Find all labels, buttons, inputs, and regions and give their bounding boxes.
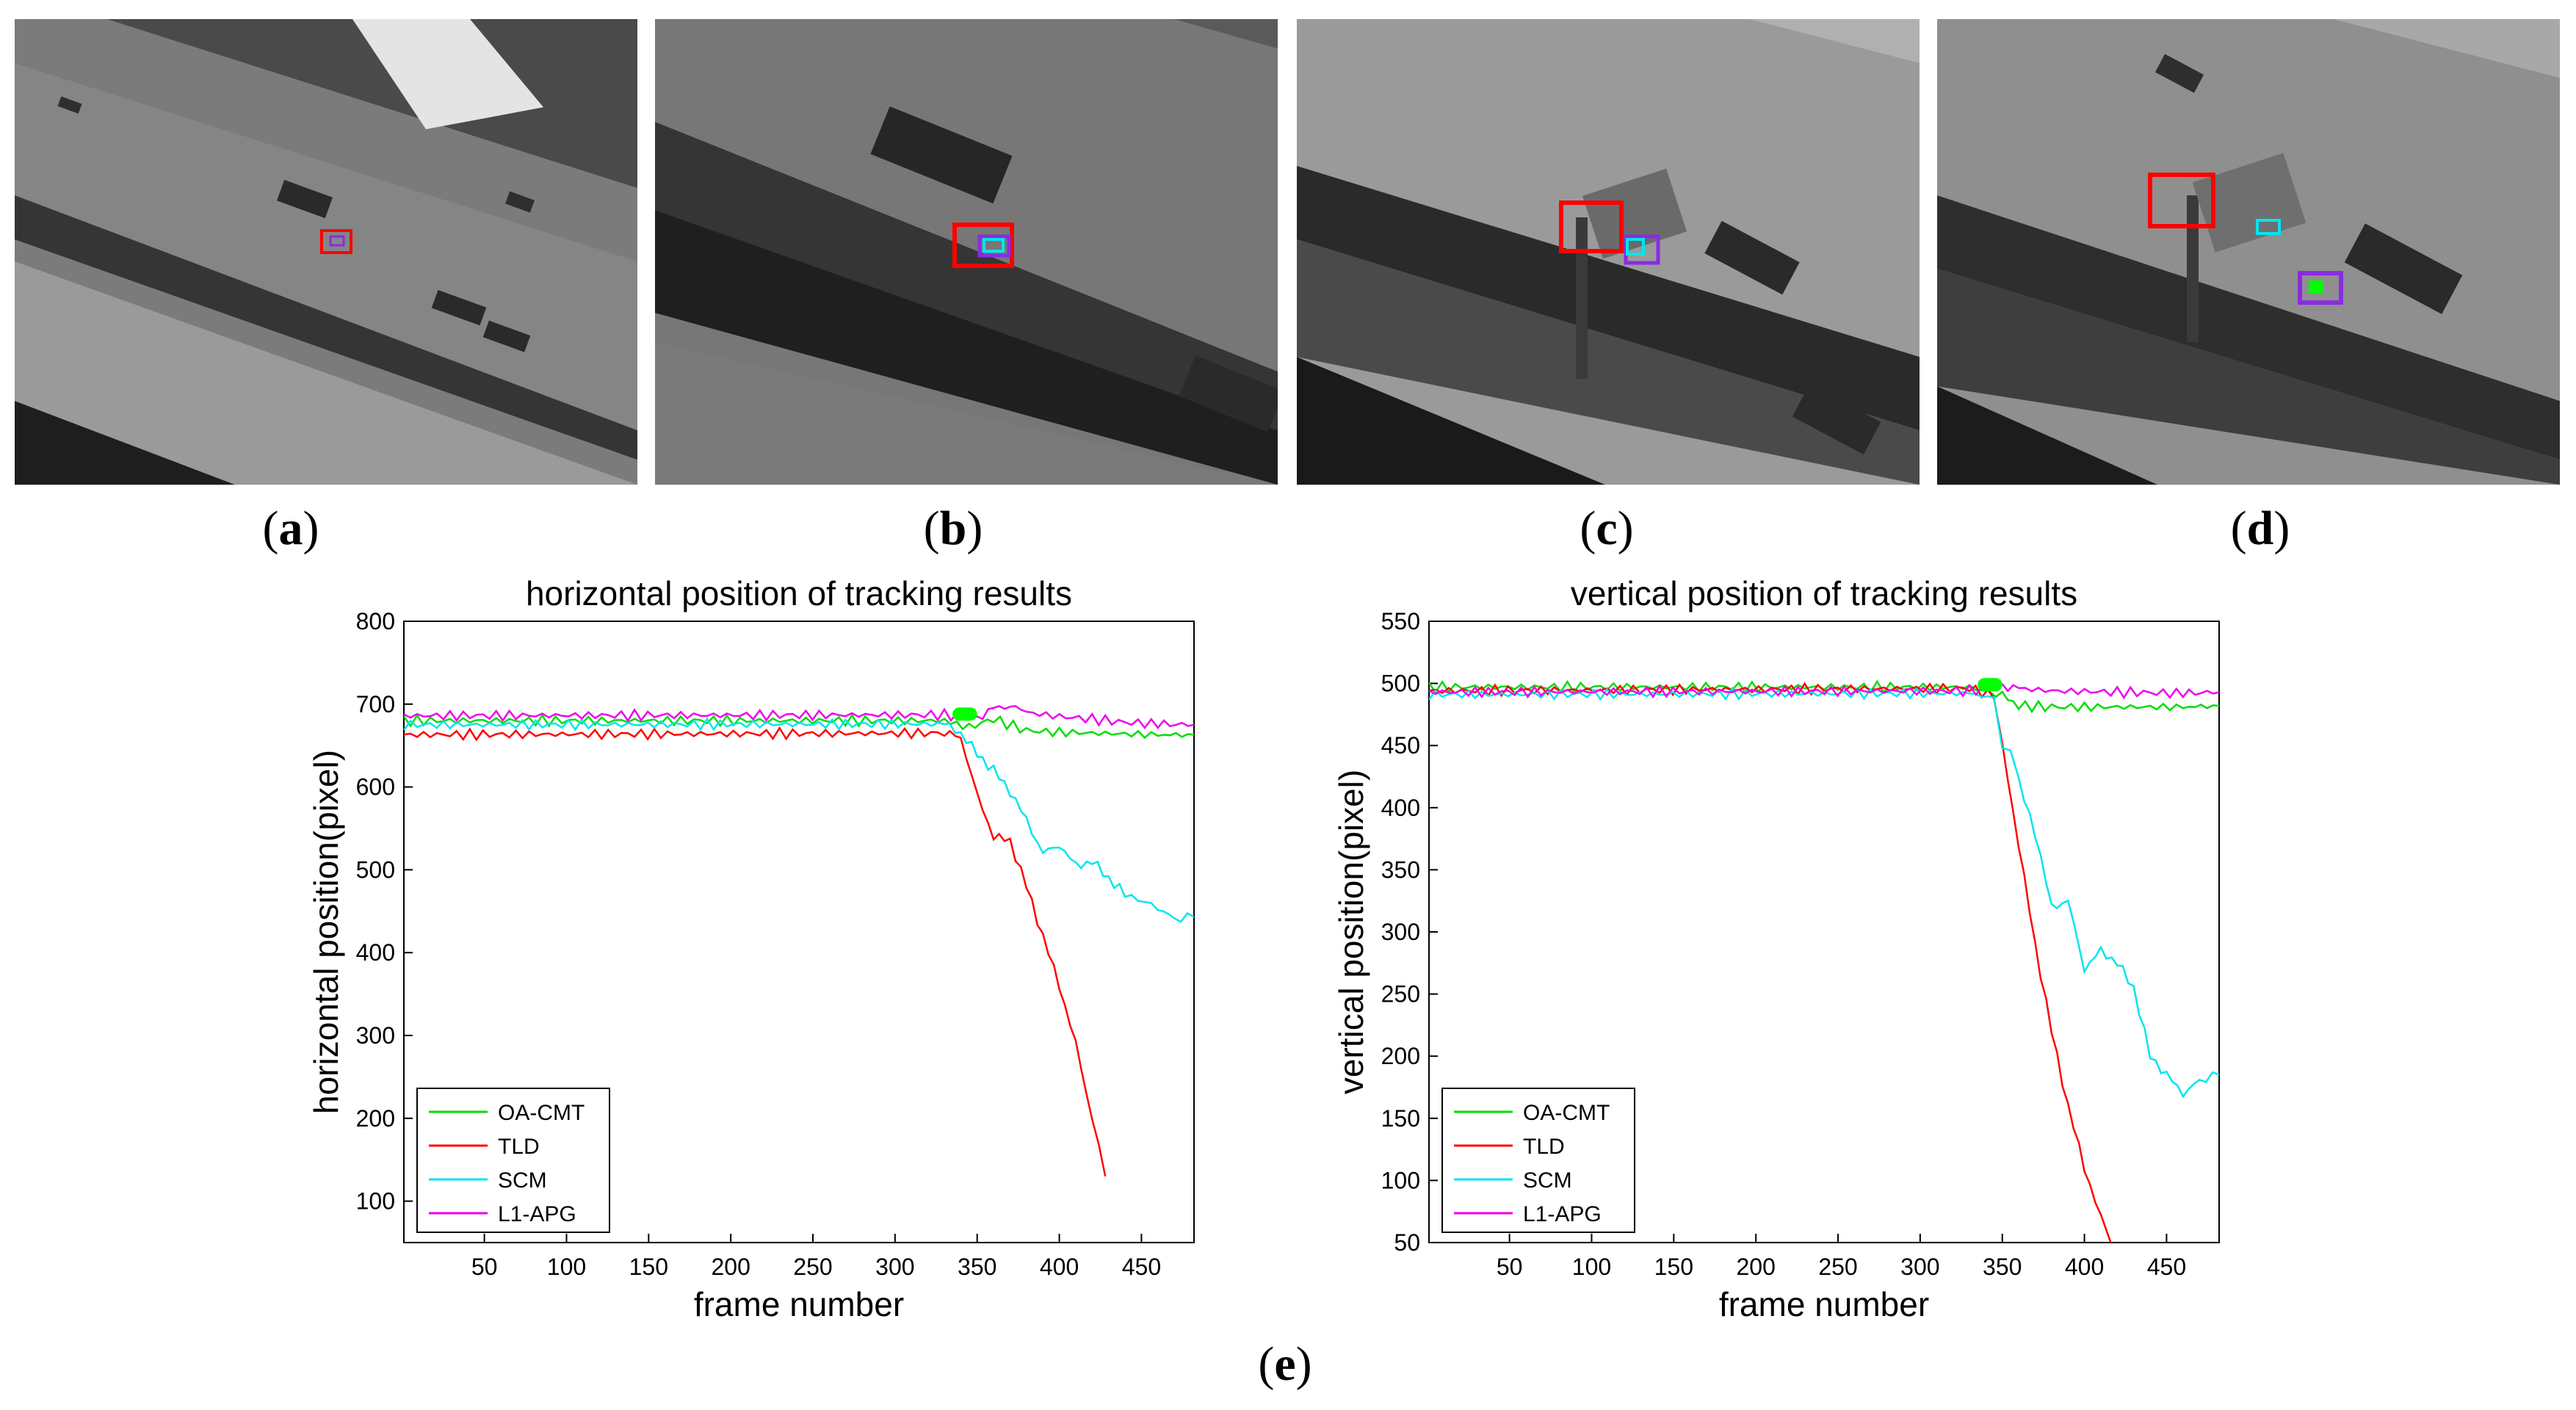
x-tick-label: 300 (1900, 1254, 1939, 1280)
series-line-l1-apg (1429, 683, 2219, 700)
x-tick-label: 50 (471, 1254, 498, 1280)
aerial-image-b (655, 19, 1278, 485)
x-tick-label: 150 (629, 1254, 668, 1280)
series-line-tld (404, 726, 1107, 1177)
x-tick-label: 450 (1122, 1254, 1161, 1280)
target-box-cyan (2256, 219, 2281, 235)
legend-label: OA-CMT (1523, 1101, 1610, 1125)
y-tick-label: 350 (1381, 856, 1420, 883)
x-tick-label: 450 (2147, 1254, 2186, 1280)
y-axis-label: horizontal position(pixel) (307, 750, 345, 1114)
x-tick-label: 350 (958, 1254, 996, 1280)
y-tick-label: 600 (356, 774, 395, 800)
aerial-image-c (1297, 19, 1920, 485)
y-tick-label: 150 (1381, 1105, 1420, 1132)
panel-label-c: (c) (1580, 502, 1634, 555)
y-tick-label: 200 (1381, 1043, 1420, 1069)
y-tick-label: 500 (356, 856, 395, 883)
occlusion-highlight (1978, 678, 2002, 692)
target-box-purple (977, 234, 1011, 258)
x-axis-label: frame number (1719, 1285, 1929, 1322)
y-tick-label: 700 (356, 691, 395, 717)
y-tick-label: 250 (1381, 981, 1420, 1008)
y-tick-label: 300 (1381, 919, 1420, 945)
x-tick-label: 400 (1040, 1254, 1079, 1280)
x-tick-label: 150 (1654, 1254, 1693, 1280)
series-line-oa-cmt (404, 713, 1194, 740)
occlusion-highlight (952, 707, 977, 721)
target-box-purple (2298, 271, 2343, 305)
target-box-purple (329, 235, 345, 247)
chart-title: vertical position of tracking results (1571, 574, 2077, 612)
aerial-image-a (15, 19, 637, 485)
legend-label: L1-APG (1523, 1202, 1602, 1226)
legend-label: SCM (498, 1168, 547, 1193)
chart-title: horizontal position of tracking results (526, 574, 1072, 612)
panel-label-b: (b) (923, 502, 983, 555)
chart-vertical-position: vertical position of tracking results 50 1… (1332, 574, 2220, 1322)
series-line-scm (404, 717, 1194, 923)
target-box-red (952, 223, 1014, 268)
y-tick-label: 500 (1381, 670, 1420, 697)
panel-label-e: (e) (1258, 1337, 1312, 1391)
legend-label: OA-CMT (498, 1101, 585, 1125)
legend-label: TLD (498, 1135, 540, 1159)
x-tick-label: 100 (547, 1254, 586, 1280)
panel-label-d: (d) (2230, 502, 2290, 555)
y-tick-label: 400 (356, 939, 395, 966)
y-axis-label: vertical position(pixel) (1332, 770, 1370, 1094)
series-line-l1-apg (404, 705, 1194, 730)
y-tick-label: 100 (1381, 1167, 1420, 1193)
x-tick-label: 300 (875, 1254, 914, 1280)
x-tick-label: 200 (1736, 1254, 1775, 1280)
x-tick-label: 250 (793, 1254, 832, 1280)
y-tick-label: 800 (356, 608, 395, 634)
target-box-green (2309, 281, 2323, 294)
target-box-red (320, 229, 352, 254)
target-box-cyan (1626, 238, 1645, 256)
y-tick-label: 50 (1394, 1229, 1420, 1256)
target-box-cyan (983, 238, 1005, 253)
aerial-image-d (1937, 19, 2560, 485)
legend-label: L1-APG (498, 1202, 576, 1226)
x-tick-label: 200 (711, 1254, 750, 1280)
chart-horizontal-position: horizontal position of tracking results 5… (307, 574, 1195, 1322)
x-tick-label: 250 (1818, 1254, 1857, 1280)
y-tick-label: 450 (1381, 732, 1420, 759)
x-tick-label: 400 (2065, 1254, 2104, 1280)
legend-label: TLD (1523, 1135, 1565, 1159)
x-tick-label: 350 (1983, 1254, 2022, 1280)
y-tick-label: 400 (1381, 795, 1420, 821)
y-tick-label: 200 (356, 1105, 395, 1132)
target-box-red (1559, 200, 1624, 253)
x-tick-label: 100 (1572, 1254, 1611, 1280)
y-tick-label: 100 (356, 1188, 395, 1215)
panel-label-a: (a) (262, 502, 319, 555)
y-tick-label: 300 (356, 1022, 395, 1049)
x-axis-label: frame number (694, 1285, 904, 1322)
target-box-red (2148, 173, 2215, 228)
legend-label: SCM (1523, 1168, 1572, 1193)
y-tick-label: 550 (1381, 608, 1420, 634)
x-tick-label: 50 (1497, 1254, 1523, 1280)
